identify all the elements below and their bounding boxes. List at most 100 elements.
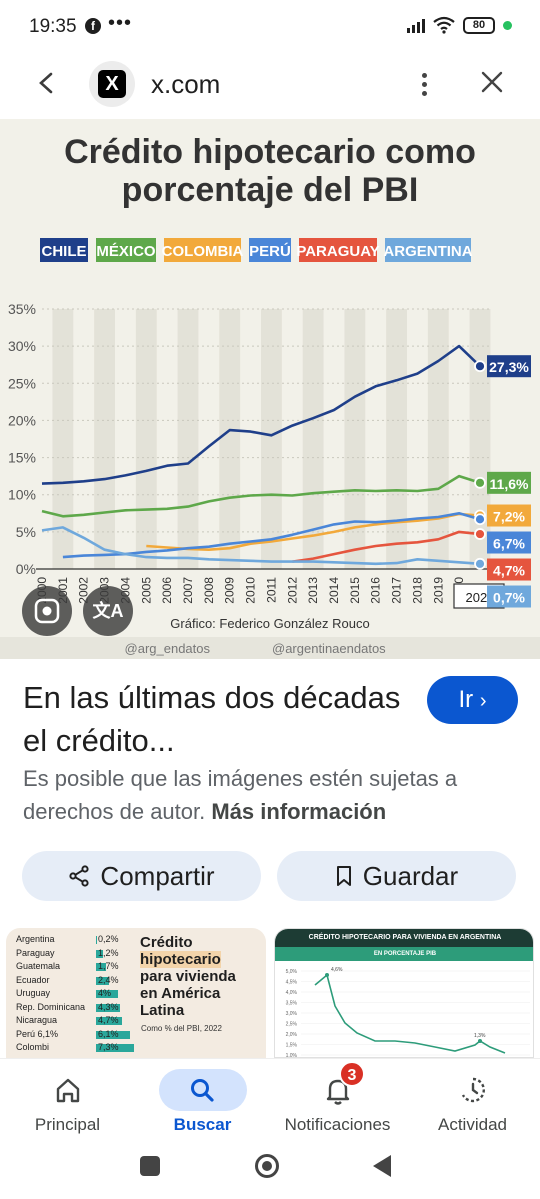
go-button[interactable]: Ir › <box>427 676 518 724</box>
chart-image[interactable]: Crédito hipotecario como porcentaje del … <box>0 119 540 659</box>
nav-principal[interactable]: Principal <box>0 1059 135 1143</box>
nav-buscar[interactable]: Buscar <box>135 1059 270 1143</box>
save-label: Guardar <box>362 860 459 891</box>
svg-text:6,7%: 6,7% <box>493 536 525 552</box>
back-button[interactable] <box>34 66 64 102</box>
y-tick-label: 0% <box>16 561 36 577</box>
thumb2-peak-label: 4,6% <box>331 967 343 973</box>
series-line-chile <box>41 344 481 485</box>
system-navigation <box>0 1142 540 1199</box>
site-favicon[interactable]: X <box>89 61 135 107</box>
battery-indicator: 80 <box>463 16 495 34</box>
year-band <box>469 309 491 569</box>
end-value-label: 27,3% <box>487 355 531 378</box>
bell-icon <box>294 1069 382 1111</box>
result-title[interactable]: En las últimas dos décadas el crédito... <box>23 680 401 758</box>
thumb2-y-tick: 4,0% <box>286 990 298 996</box>
thumb2-chart: 5,0% 4,5% 4,0% 3,5% 3,0% 2,5% 2,0% 1,5% 1,0% 4,6%… <box>286 967 530 1057</box>
status-bar: 19:35 f ••• 80 <box>0 0 540 52</box>
nav-notificaciones-label: Notificaciones <box>284 1115 391 1134</box>
thumb2-y-tick: 3,0% <box>286 1011 298 1017</box>
legend-label: COLOMBIA <box>162 243 244 260</box>
thumb2-line <box>314 973 506 1054</box>
thumb2-y-tick: 2,0% <box>286 1032 298 1038</box>
status-indicators: 80 <box>407 16 512 34</box>
related-image-latam[interactable]: Argentina 0,2% Paraguay 1,2% Guatemala 1,7% Ec… <box>6 928 266 1058</box>
year-band <box>427 309 449 569</box>
thumb1-subtitle: Como % del PBI, 2022 <box>141 1024 222 1033</box>
legend-item: PARAGUAY <box>296 238 380 262</box>
svg-text:7,2%: 7,2% <box>493 509 525 525</box>
thumb2-y-tick: 3,5% <box>286 1001 298 1007</box>
more-notifications-icon: ••• <box>108 12 133 34</box>
related-image-argentina[interactable]: CRÉDITO HIPOTECARIO PARA VIVIENDA EN ARG… <box>274 928 534 1058</box>
thumb1-country: Guatemala <box>16 961 61 971</box>
y-tick-label: 15% <box>8 450 36 466</box>
series-line-paraguay <box>292 530 481 563</box>
svg-text:4,7%: 4,7% <box>493 563 525 579</box>
system-back-button[interactable] <box>373 1155 391 1177</box>
nav-actividad[interactable]: Actividad <box>405 1059 540 1143</box>
series-line-perú <box>62 511 481 559</box>
more-options-button[interactable] <box>414 66 434 102</box>
nav-principal-label: Principal <box>34 1115 101 1134</box>
x-tick-label: 2014 <box>327 577 341 604</box>
thumb2-y-tick: 2,5% <box>286 1022 298 1028</box>
thumb1-country: Nicaragua <box>16 1015 58 1025</box>
x-tick-label: 2006 <box>160 577 174 604</box>
year-band <box>302 309 324 569</box>
nav-notificaciones[interactable]: Notificaciones <box>270 1059 405 1143</box>
close-button[interactable] <box>474 62 510 102</box>
thumb1-value: 4,3% <box>98 1001 119 1012</box>
bottom-navigation: Principal Buscar Notificaciones Activida… <box>0 1058 540 1142</box>
image-viewer-header: X x.com <box>0 52 540 118</box>
thumb1-value: 1,2% <box>98 947 119 958</box>
series-end-point <box>474 513 486 526</box>
site-domain[interactable]: x.com <box>151 69 221 99</box>
menu-dot-icon <box>421 90 427 96</box>
x-tick-label: 2010 <box>244 577 258 604</box>
recents-button[interactable] <box>140 1156 160 1176</box>
lens-search-button[interactable] <box>22 586 72 636</box>
thumb2-point <box>325 973 329 977</box>
thumb1-bar <box>96 936 97 944</box>
thumb1-bar <box>96 1030 130 1039</box>
legend-label: MÉXICO <box>96 243 156 260</box>
x-tick-label: 2009 <box>223 577 237 604</box>
x-logo-icon: X <box>98 70 126 98</box>
twitter-handle: @arg_endatos <box>125 641 211 656</box>
chevron-right-icon: › <box>479 690 487 712</box>
thumb2-point <box>478 1039 482 1043</box>
thumb1-country: Paraguay <box>16 947 55 958</box>
y-tick-label: 5% <box>16 524 36 540</box>
thumb1-country: Uruguay <box>16 988 51 998</box>
close-icon <box>481 71 503 93</box>
y-tick-label: 25% <box>8 375 36 391</box>
home-button[interactable] <box>255 1154 279 1178</box>
line-chart: Crédito hipotecario como porcentaje del … <box>0 133 540 659</box>
legend-item: CHILE <box>40 238 88 262</box>
thumb2-header: CRÉDITO HIPOTECARIO PARA VIVIENDA EN ARG… <box>275 929 533 947</box>
year-band <box>344 309 366 569</box>
x-tick-label: 2008 <box>202 577 216 604</box>
x-tick-label: 2013 <box>306 577 320 604</box>
facebook-icon: f <box>85 18 101 34</box>
menu-dot-icon <box>421 72 427 78</box>
save-button[interactable]: Guardar <box>277 851 516 901</box>
year-band <box>94 309 115 569</box>
translate-button[interactable]: 文A <box>83 586 133 636</box>
menu-dot-icon <box>421 81 427 87</box>
thumb1-country: Rep. Dominicana <box>16 1001 86 1012</box>
translate-icon: 文A <box>92 601 124 621</box>
x-tick-label: 2016 <box>369 577 383 604</box>
thumb1-country: Perú 6,1% <box>16 1028 59 1039</box>
go-label: Ir <box>458 686 474 713</box>
year-band <box>52 309 74 569</box>
svg-text:11,6%: 11,6% <box>490 476 529 492</box>
series-end-point <box>474 528 486 540</box>
share-icon <box>69 865 90 887</box>
more-info-link[interactable]: Más información <box>211 799 387 824</box>
nav-buscar-label: Buscar <box>173 1115 232 1134</box>
share-button[interactable]: Compartir <box>22 851 261 901</box>
series-end-point <box>474 557 486 570</box>
